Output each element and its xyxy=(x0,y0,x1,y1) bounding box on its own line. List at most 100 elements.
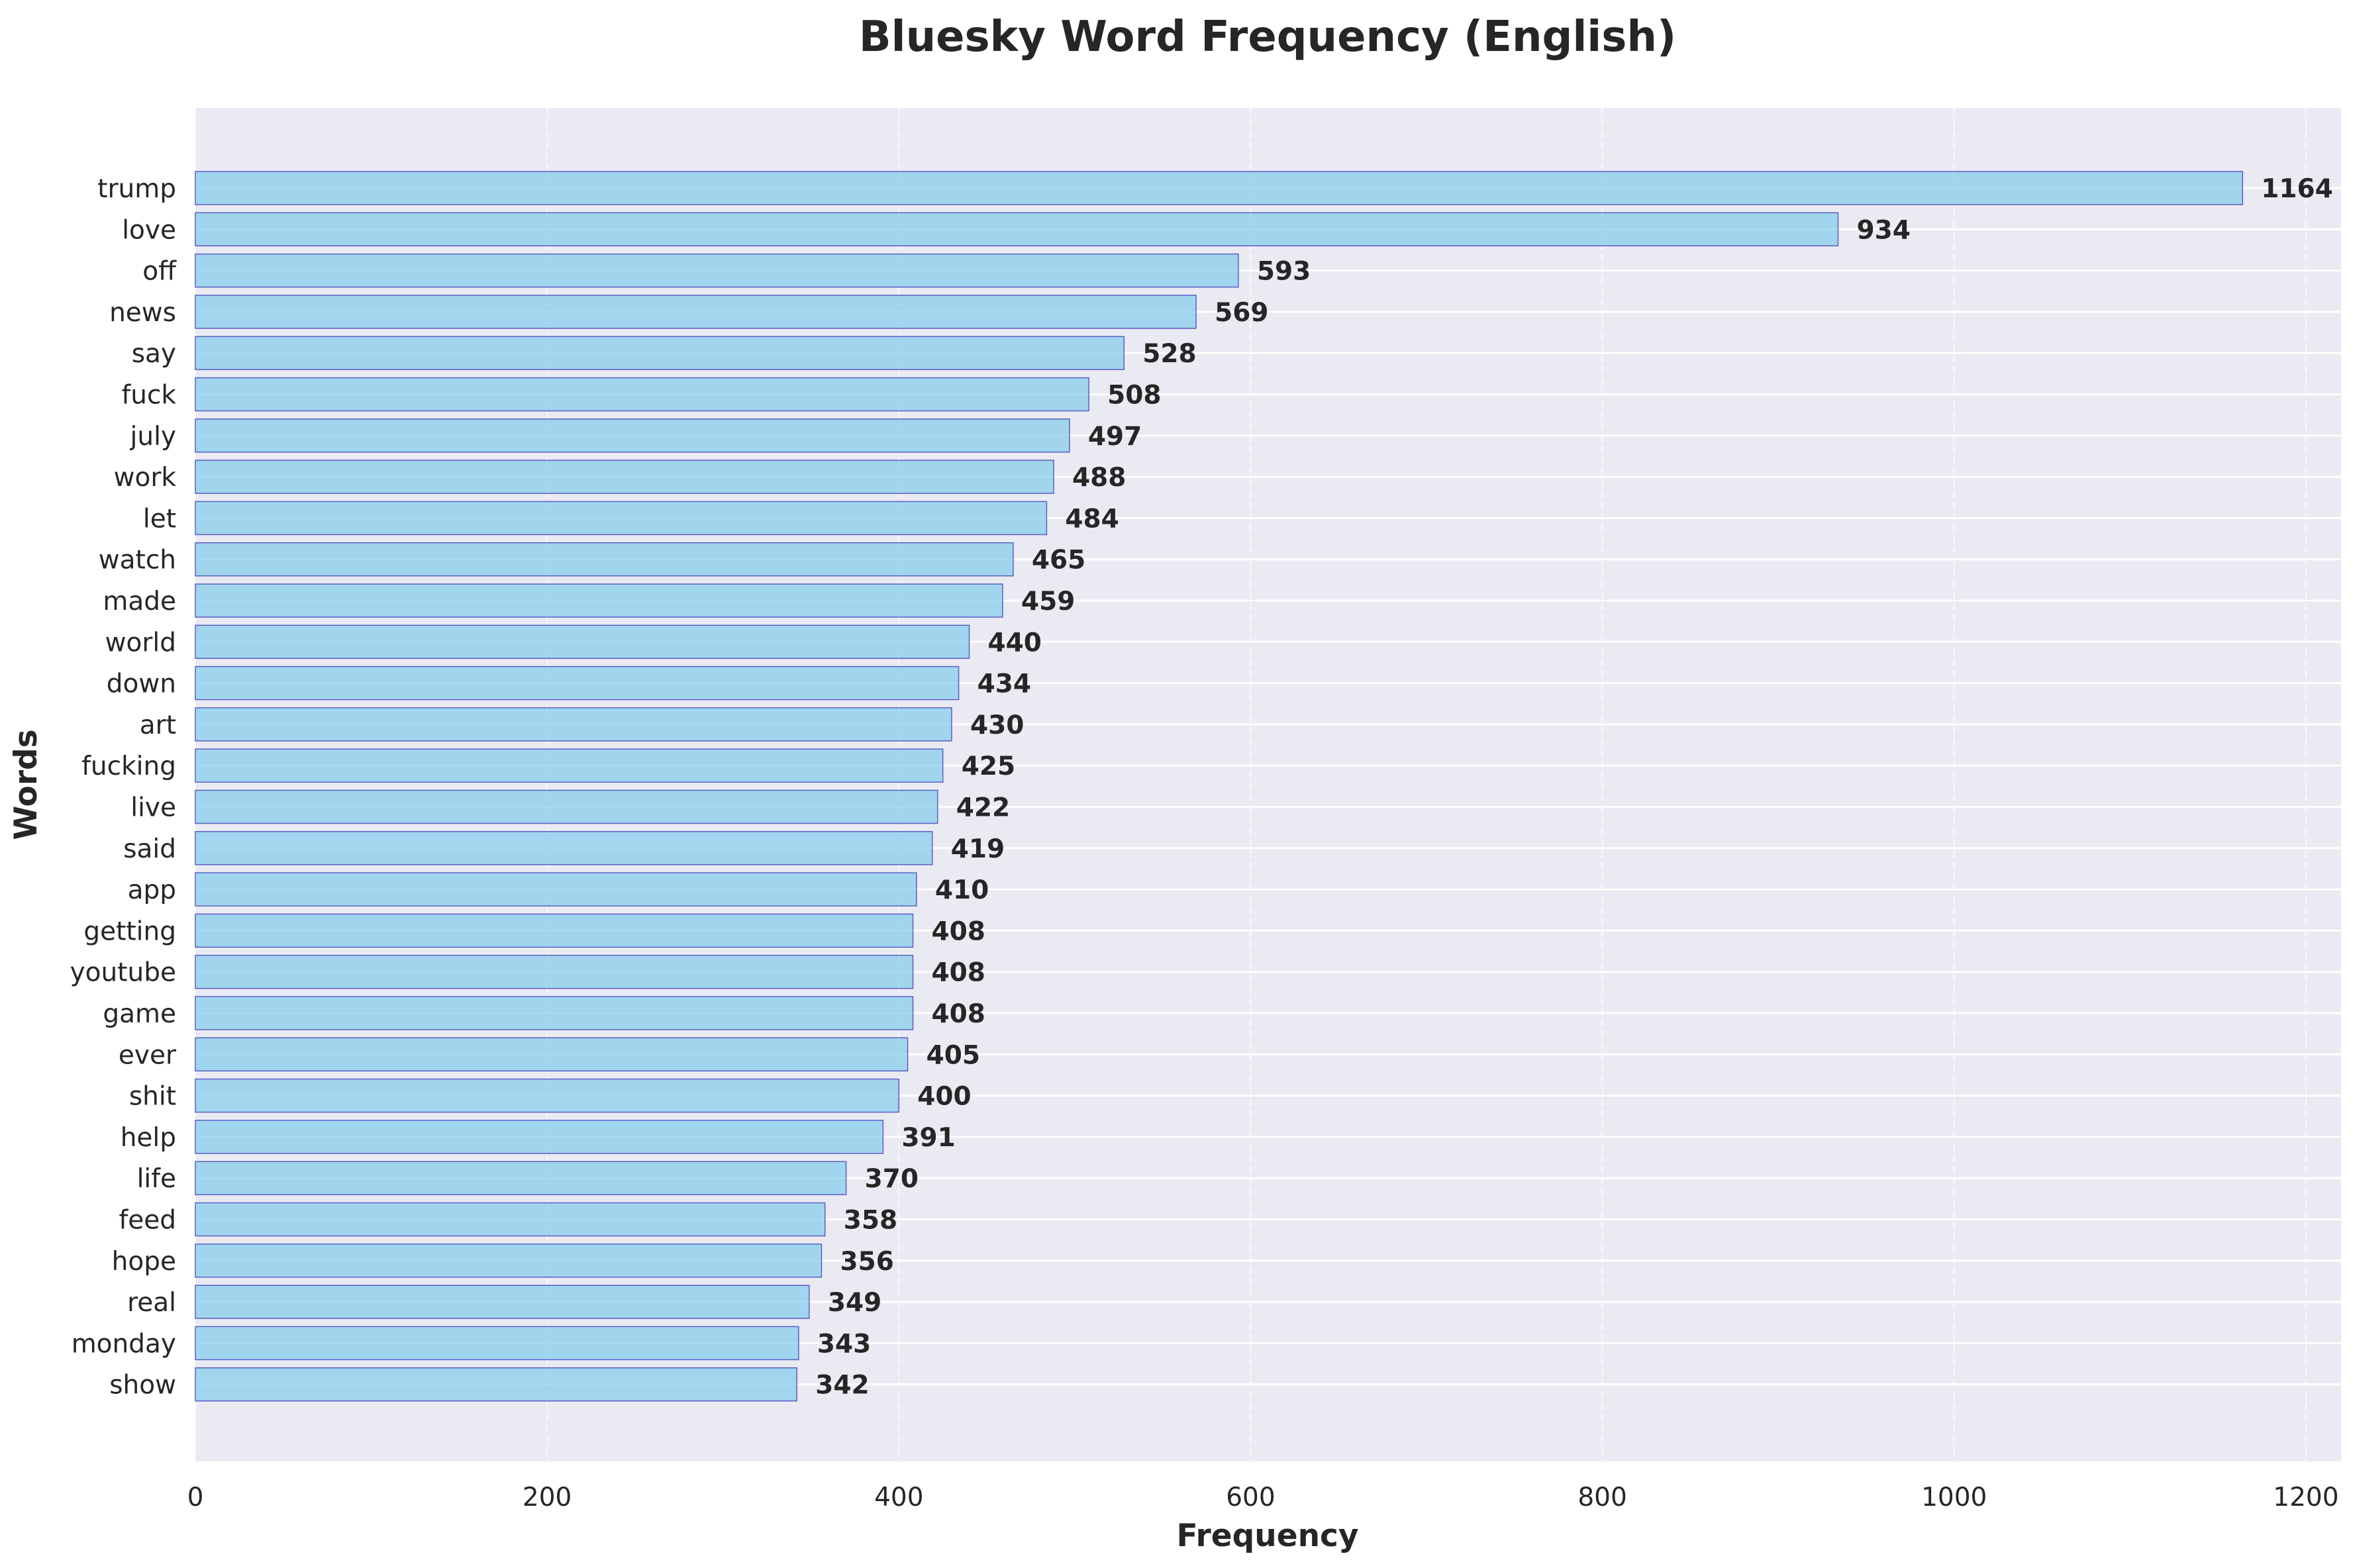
y-axis-label: Words xyxy=(8,729,44,840)
bar-help xyxy=(195,1120,884,1154)
bar-off xyxy=(195,253,1239,288)
value-label-ever: 405 xyxy=(926,1040,980,1070)
x-tick-label-800: 800 xyxy=(1577,1483,1627,1512)
y-tick-label-trump: trump xyxy=(97,174,176,204)
y-tick-label-fuck: fuck xyxy=(122,381,177,411)
bar-art xyxy=(195,707,952,742)
bar-trump xyxy=(195,171,2244,205)
bar-down xyxy=(195,665,960,701)
y-tick-label-july: july xyxy=(130,422,176,452)
value-labels: 1164 934 593 569 528 508 497 488 484 465 459 440 434… xyxy=(815,174,2333,1400)
y-tick-label-fucking: fucking xyxy=(81,752,176,781)
bar-news xyxy=(195,295,1197,329)
y-tick-label-down: down xyxy=(107,669,176,699)
bar-fuck xyxy=(195,377,1089,412)
value-label-let: 484 xyxy=(1065,504,1119,534)
value-label-life: 370 xyxy=(865,1164,919,1194)
value-label-down: 434 xyxy=(977,669,1031,699)
y-tick-label-show: show xyxy=(109,1371,176,1400)
bar-game xyxy=(195,996,914,1030)
value-label-made: 459 xyxy=(1021,587,1075,616)
chart-title: Bluesky Word Frequency (English) xyxy=(859,13,1676,62)
value-label-youtube: 408 xyxy=(932,958,985,988)
value-label-fuck: 508 xyxy=(1107,381,1161,411)
y-tick-label-let: let xyxy=(143,504,176,534)
y-tick-label-watch: watch xyxy=(99,546,176,575)
bar-show xyxy=(195,1367,798,1402)
bar-let xyxy=(195,501,1048,536)
bar-said xyxy=(195,831,933,865)
value-label-world: 440 xyxy=(988,628,1042,658)
value-label-news: 569 xyxy=(1215,298,1268,328)
y-tick-label-world: world xyxy=(105,628,176,658)
y-tick-label-getting: getting xyxy=(83,916,176,946)
bar-july xyxy=(195,418,1070,453)
bar-real xyxy=(195,1285,810,1319)
bar-hope xyxy=(195,1244,823,1278)
value-label-trump: 1164 xyxy=(2261,174,2333,204)
y-tick-label-love: love xyxy=(122,215,176,245)
y-tick-label-art: art xyxy=(140,710,176,740)
value-label-feed: 358 xyxy=(844,1206,897,1236)
x-tick-label-0: 0 xyxy=(187,1483,204,1512)
value-label-game: 408 xyxy=(932,999,985,1029)
bar-life xyxy=(195,1161,847,1195)
y-tick-label-life: life xyxy=(137,1164,176,1194)
y-tick-label-help: help xyxy=(121,1123,176,1153)
y-tick-label-live: live xyxy=(130,793,176,823)
y-tick-label-work: work xyxy=(114,463,177,493)
y-tick-label-made: made xyxy=(103,587,176,616)
bar-monday xyxy=(195,1326,799,1361)
y-tick-label-say: say xyxy=(132,339,176,369)
bar-work xyxy=(195,460,1054,494)
value-label-monday: 343 xyxy=(817,1329,871,1359)
y-tick-label-said: said xyxy=(123,834,176,864)
value-label-live: 422 xyxy=(956,793,1010,823)
bar-getting xyxy=(195,913,914,948)
bar-ever xyxy=(195,1037,909,1072)
x-tick-label-1200: 1200 xyxy=(2273,1483,2338,1512)
value-label-work: 488 xyxy=(1072,463,1126,493)
bar-say xyxy=(195,336,1125,370)
bar-shit xyxy=(195,1078,900,1113)
value-label-help: 391 xyxy=(901,1123,955,1153)
bars xyxy=(195,171,2244,1402)
y-tick-label-ever: ever xyxy=(119,1040,177,1070)
value-label-love: 934 xyxy=(1856,215,1910,245)
value-label-shit: 400 xyxy=(917,1082,971,1112)
value-label-off: 593 xyxy=(1257,257,1311,287)
bar-fucking xyxy=(195,748,944,783)
value-label-watch: 465 xyxy=(1032,546,1085,575)
y-tick-label-off: off xyxy=(142,257,177,287)
x-axis-label: Frequency xyxy=(1176,1518,1358,1554)
bar-watch xyxy=(195,542,1014,577)
y-tick-labels: trump love off news say fuck july work let watch m… xyxy=(70,174,177,1400)
y-tick-label-real: real xyxy=(127,1288,176,1318)
value-label-said: 419 xyxy=(951,834,1005,864)
y-tick-label-app: app xyxy=(128,875,176,905)
bar-love xyxy=(195,212,1839,247)
y-tick-label-feed: feed xyxy=(119,1206,176,1236)
value-label-real: 349 xyxy=(828,1288,881,1318)
x-tick-label-600: 600 xyxy=(1226,1483,1275,1512)
y-tick-label-shit: shit xyxy=(129,1082,176,1112)
value-label-july: 497 xyxy=(1088,422,1142,452)
bar-made xyxy=(195,583,1003,618)
x-tick-label-1000: 1000 xyxy=(1921,1483,1987,1512)
x-tick-label-400: 400 xyxy=(874,1483,923,1512)
value-label-art: 430 xyxy=(970,710,1024,740)
bar-live xyxy=(195,789,938,824)
bar-youtube xyxy=(195,954,914,989)
value-label-hope: 356 xyxy=(840,1247,893,1277)
value-label-say: 528 xyxy=(1142,339,1196,369)
bar-app xyxy=(195,872,917,906)
y-tick-label-game: game xyxy=(103,999,176,1029)
y-tick-label-news: news xyxy=(109,298,176,328)
bar-feed xyxy=(195,1202,826,1237)
value-label-show: 342 xyxy=(815,1371,869,1400)
value-label-fucking: 425 xyxy=(962,752,1015,781)
y-tick-label-monday: monday xyxy=(72,1329,176,1359)
value-label-getting: 408 xyxy=(932,916,985,946)
y-tick-label-youtube: youtube xyxy=(70,958,176,988)
